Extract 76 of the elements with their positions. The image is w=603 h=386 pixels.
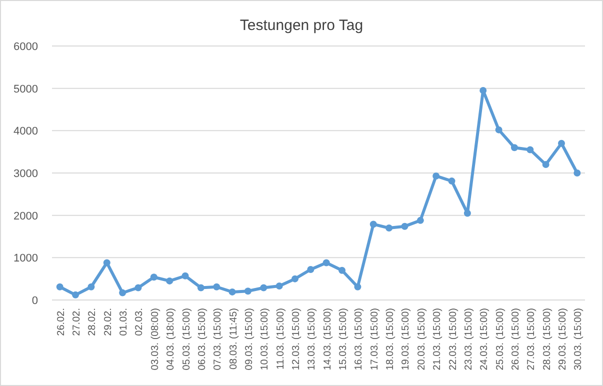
x-tick-label: 20.03. (15:00) bbox=[416, 308, 428, 370]
point bbox=[354, 283, 362, 290]
x-tick-label: 28.03. (15:00) bbox=[542, 308, 553, 370]
point bbox=[103, 259, 110, 266]
x-tick-label: 03.03. (08:00) bbox=[150, 308, 161, 370]
x-tick-label: 22.03. (15:00) bbox=[448, 308, 459, 370]
x-tick-label: 25.03. (15:00) bbox=[494, 308, 506, 370]
x-tick-label: 29.03. (15:00) bbox=[557, 308, 568, 370]
y-tick-label: 3000 bbox=[14, 168, 38, 180]
y-tick-label: 4000 bbox=[14, 126, 38, 138]
point bbox=[480, 86, 487, 94]
x-tick-label: 21.03. (15:00) bbox=[432, 308, 444, 370]
y-tick-label: 5000 bbox=[14, 83, 38, 96]
point bbox=[495, 126, 502, 134]
x-tick-label: 23.03. (15:00) bbox=[463, 308, 474, 370]
x-tick-label: 05.03. (15:00) bbox=[181, 308, 192, 370]
point bbox=[150, 274, 158, 281]
point bbox=[448, 178, 456, 185]
x-tick-label: 19.03. (15:00) bbox=[400, 308, 412, 370]
x-tick-label: 06.03. (15:00) bbox=[196, 308, 208, 370]
x-tick-label: 16.03. (15:00) bbox=[354, 308, 365, 370]
x-tick-label: 04.03. (18:00) bbox=[166, 308, 177, 370]
point bbox=[307, 266, 314, 274]
y-tick-label: 6000 bbox=[14, 41, 38, 53]
x-tick-label: 13.03. (15:00) bbox=[306, 308, 318, 370]
x-tick-label: 14.03. (15:00) bbox=[322, 308, 334, 370]
x-tick-label: 02.03. bbox=[134, 308, 146, 336]
x-tick-label: 28.02. bbox=[87, 308, 98, 336]
point bbox=[464, 210, 471, 217]
x-tick-label: 10.03. (15:00) bbox=[260, 308, 271, 370]
chart-title: Testungen pro Tag bbox=[240, 17, 364, 34]
point bbox=[370, 220, 377, 228]
point bbox=[558, 140, 565, 147]
x-tick-label: 11.03. (15:00) bbox=[275, 308, 286, 370]
point bbox=[213, 283, 220, 290]
point bbox=[416, 216, 424, 224]
point bbox=[119, 289, 126, 296]
point bbox=[432, 172, 440, 180]
y-tick-label: 2000 bbox=[14, 210, 38, 222]
point bbox=[72, 291, 80, 298]
x-tick-label: 08.03. (11:45) bbox=[228, 308, 240, 370]
point bbox=[276, 282, 283, 290]
point bbox=[166, 277, 174, 284]
x-tick-label: 09.03. (15:00) bbox=[244, 308, 255, 370]
x-tick-label: 15.03. (15:00) bbox=[338, 308, 350, 370]
x-tick-label: 26.02. bbox=[56, 308, 67, 336]
x-tick-label: 27.02. bbox=[72, 308, 83, 336]
point bbox=[401, 222, 408, 230]
point bbox=[56, 283, 64, 290]
point bbox=[574, 170, 581, 176]
x-tick-label: 26.03. (15:00) bbox=[510, 308, 522, 370]
point bbox=[197, 284, 204, 292]
point bbox=[386, 224, 393, 232]
point bbox=[526, 146, 534, 154]
point bbox=[338, 266, 346, 274]
point bbox=[510, 144, 518, 152]
point bbox=[182, 272, 189, 280]
point bbox=[291, 275, 298, 282]
point bbox=[88, 283, 95, 290]
x-tick-label: 01.03. bbox=[118, 308, 130, 336]
x-tick-label: 07.03. (15:00) bbox=[212, 308, 224, 370]
point bbox=[134, 284, 142, 292]
point bbox=[322, 259, 330, 266]
x-tick-label: 30.03. (15:00) bbox=[573, 308, 584, 370]
x-tick-label: 17.03. (15:00) bbox=[369, 308, 380, 370]
x-tick-label: 12.03. (15:00) bbox=[290, 308, 302, 370]
point bbox=[542, 161, 550, 168]
x-tick-label: 18.03. (15:00) bbox=[385, 308, 396, 370]
point bbox=[260, 284, 268, 292]
point bbox=[244, 288, 252, 295]
y-tick-label: 0 bbox=[32, 295, 38, 307]
y-tick-label: 1000 bbox=[14, 252, 38, 265]
x-tick-label: 29.02. bbox=[102, 308, 114, 336]
x-tick-label: 24.03. (15:00) bbox=[479, 308, 490, 370]
x-tick-label: 27.03. (15:00) bbox=[526, 308, 538, 370]
point bbox=[228, 288, 236, 296]
